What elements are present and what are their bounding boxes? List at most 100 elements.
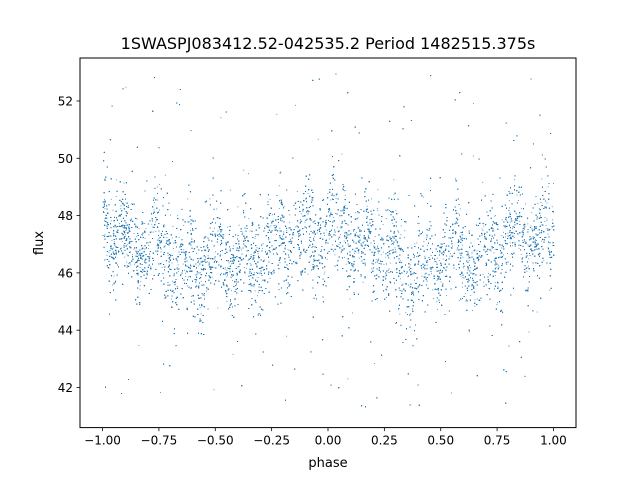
data-point — [545, 237, 547, 239]
data-point — [361, 252, 363, 254]
data-point — [281, 220, 283, 222]
data-point — [187, 198, 189, 200]
data-point — [160, 248, 162, 250]
data-point — [220, 272, 222, 274]
data-point — [227, 267, 229, 269]
data-point — [490, 250, 492, 252]
data-point — [222, 283, 224, 285]
data-point — [289, 221, 290, 223]
data-point — [115, 249, 117, 251]
data-point — [332, 216, 334, 218]
data-point — [140, 280, 142, 282]
data-point — [375, 262, 377, 264]
data-point — [180, 274, 182, 276]
data-point — [483, 225, 485, 227]
data-point — [551, 206, 553, 208]
data-point — [472, 310, 474, 312]
data-point — [446, 294, 447, 296]
data-point — [527, 267, 529, 269]
data-point — [177, 261, 179, 263]
data-point — [436, 261, 437, 263]
data-point — [258, 250, 260, 252]
data-point — [185, 276, 187, 278]
data-point — [460, 257, 462, 259]
data-point — [490, 239, 492, 241]
data-point — [494, 275, 496, 277]
data-point — [327, 193, 329, 195]
data-point — [430, 255, 432, 257]
data-point — [460, 275, 462, 277]
data-point — [330, 248, 332, 250]
data-point — [246, 237, 248, 239]
data-point — [122, 233, 123, 235]
data-point — [357, 217, 359, 219]
data-point — [459, 208, 461, 210]
data-point — [371, 262, 373, 264]
data-point — [153, 209, 155, 211]
data-point — [270, 208, 272, 210]
data-point — [377, 245, 379, 247]
data-point — [313, 251, 315, 253]
data-point — [546, 220, 548, 222]
data-point — [329, 215, 331, 217]
data-point — [138, 228, 140, 230]
data-point — [171, 262, 173, 264]
data-point — [533, 240, 535, 242]
data-point — [465, 300, 467, 302]
data-point — [374, 236, 376, 237]
data-point — [409, 264, 411, 266]
data-point — [296, 191, 298, 193]
data-point — [440, 281, 442, 283]
data-point — [545, 225, 547, 227]
data-points — [102, 73, 555, 408]
data-point — [410, 274, 412, 276]
data-point — [196, 252, 198, 254]
data-point — [470, 294, 472, 296]
data-point — [513, 237, 515, 239]
data-point — [130, 251, 132, 253]
data-point — [468, 331, 470, 333]
data-point — [207, 255, 209, 257]
data-point — [509, 221, 511, 223]
data-point — [124, 234, 126, 236]
data-point — [353, 230, 354, 232]
data-point — [385, 256, 387, 258]
data-point — [305, 198, 307, 200]
data-point — [269, 198, 271, 200]
data-point — [283, 206, 285, 207]
data-point — [115, 282, 117, 284]
data-point — [519, 220, 521, 222]
data-point — [531, 237, 533, 239]
data-point — [118, 252, 119, 253]
data-point — [505, 236, 507, 238]
data-point — [395, 210, 397, 211]
data-point — [483, 281, 485, 283]
data-point — [329, 214, 330, 216]
data-point — [416, 256, 418, 258]
data-point — [115, 179, 117, 181]
data-point — [330, 199, 332, 201]
data-point — [395, 269, 397, 271]
data-point — [164, 174, 166, 176]
data-point — [275, 225, 277, 226]
data-point — [270, 225, 272, 227]
data-point — [441, 253, 443, 255]
data-point — [462, 234, 464, 236]
data-point — [382, 270, 384, 272]
data-point — [161, 267, 163, 269]
data-point — [526, 270, 528, 272]
data-point — [547, 233, 549, 235]
data-point — [399, 278, 401, 280]
data-point — [249, 230, 251, 232]
data-point — [153, 202, 155, 204]
data-point — [323, 235, 325, 236]
data-point — [388, 210, 390, 212]
data-point — [516, 213, 518, 215]
data-point — [354, 252, 355, 254]
data-point — [385, 236, 387, 238]
data-point — [371, 268, 373, 270]
data-point — [254, 238, 256, 239]
data-point — [218, 234, 219, 236]
data-point — [317, 276, 319, 277]
data-point — [112, 284, 114, 286]
